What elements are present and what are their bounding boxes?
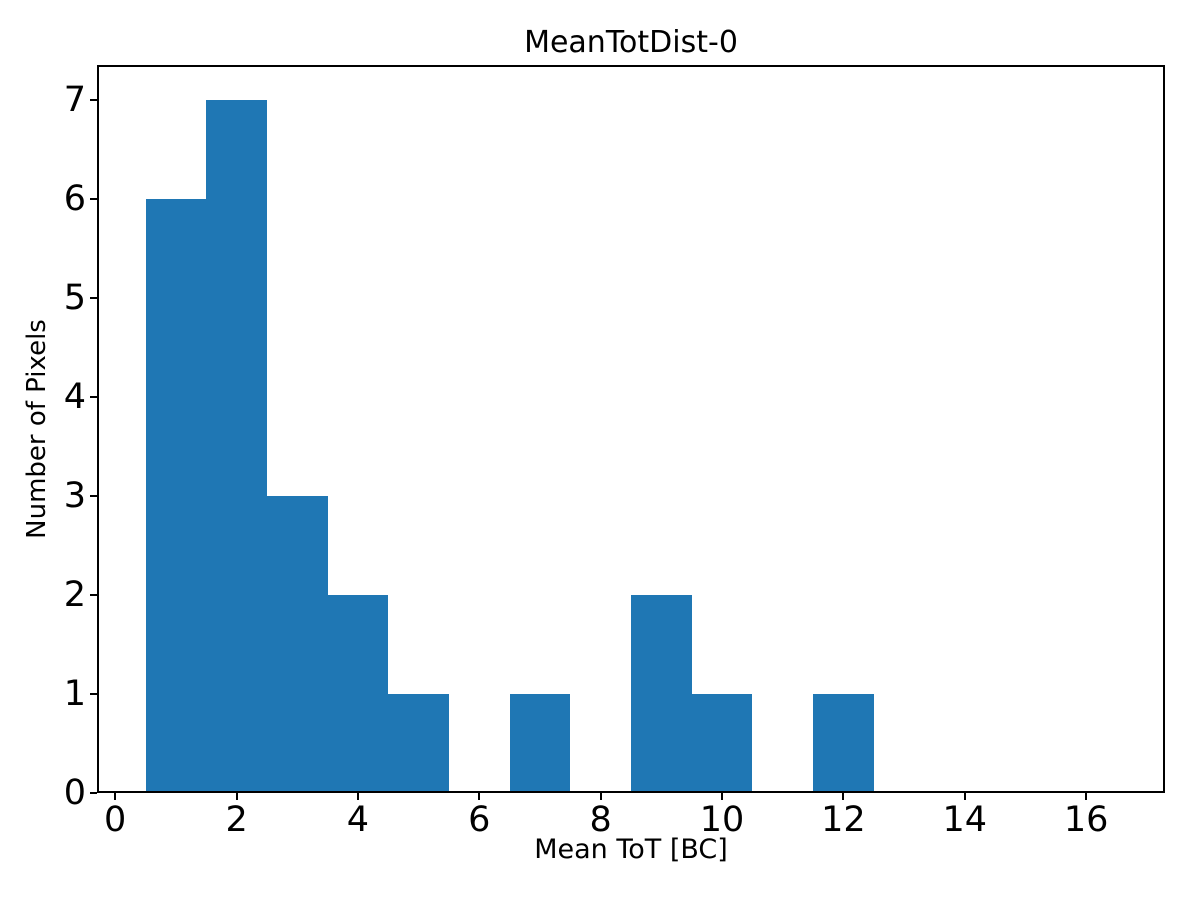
y-tick bbox=[90, 792, 97, 794]
y-tick bbox=[90, 197, 97, 200]
histogram-bar bbox=[327, 594, 389, 793]
x-tick-label: 8 bbox=[589, 800, 612, 840]
x-tick-label: 10 bbox=[699, 800, 745, 840]
y-tick-label: 6 bbox=[63, 178, 86, 219]
x-tick bbox=[478, 793, 481, 800]
x-tick bbox=[963, 793, 966, 800]
histogram-bar bbox=[631, 594, 692, 793]
y-tick-label: 7 bbox=[63, 79, 86, 120]
y-tick-label: 0 bbox=[63, 773, 86, 813]
y-tick bbox=[90, 494, 97, 497]
x-tick bbox=[356, 793, 359, 800]
x-tick-label: 6 bbox=[468, 800, 491, 840]
histogram-bar bbox=[206, 99, 267, 793]
x-tick bbox=[235, 793, 238, 800]
x-tick-label: 16 bbox=[1063, 800, 1109, 840]
x-tick bbox=[599, 793, 602, 800]
y-tick-label: 3 bbox=[63, 475, 86, 516]
y-tick bbox=[90, 98, 97, 101]
histogram-bar bbox=[691, 694, 753, 793]
y-tick bbox=[90, 593, 97, 596]
x-tick-label: 12 bbox=[821, 800, 866, 840]
x-tick-label: 14 bbox=[942, 800, 988, 840]
y-tick-label: 5 bbox=[63, 277, 86, 318]
x-tick bbox=[114, 793, 117, 800]
histogram-bar bbox=[813, 694, 874, 793]
y-tick-label: 2 bbox=[63, 574, 86, 615]
y-tick bbox=[90, 296, 97, 299]
plot-area bbox=[97, 65, 1165, 793]
y-tick-label: 1 bbox=[63, 674, 86, 714]
histogram-bar bbox=[388, 694, 449, 793]
y-tick bbox=[90, 395, 97, 398]
chart-title: MeanTotDist-0 bbox=[524, 25, 738, 60]
y-tick bbox=[90, 693, 97, 695]
x-tick bbox=[721, 793, 723, 800]
x-tick-label: 4 bbox=[346, 800, 370, 840]
histogram-bar bbox=[509, 694, 571, 793]
x-axis-label: Mean ToT [BC] bbox=[534, 834, 728, 865]
y-tick-label: 4 bbox=[63, 376, 86, 417]
x-tick-label: 0 bbox=[104, 800, 127, 840]
x-tick-label: 2 bbox=[225, 800, 248, 840]
histogram-bar bbox=[266, 495, 328, 793]
histogram-bar bbox=[145, 198, 207, 793]
x-tick bbox=[1085, 793, 1088, 800]
x-tick bbox=[842, 793, 845, 800]
